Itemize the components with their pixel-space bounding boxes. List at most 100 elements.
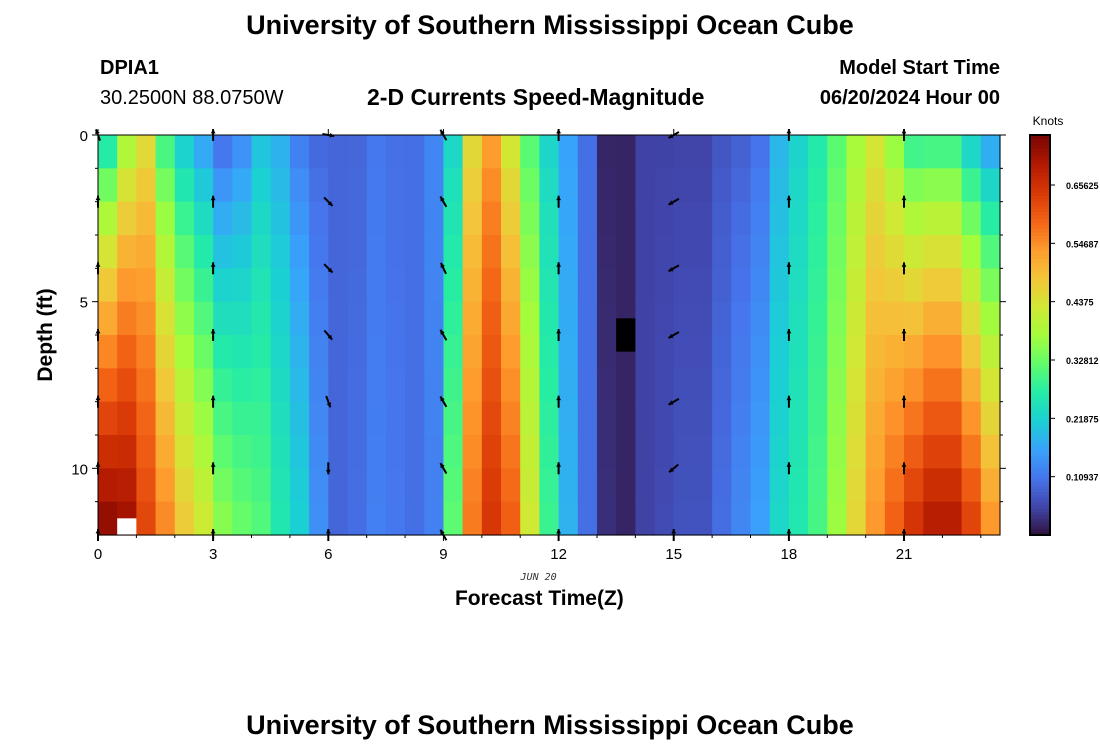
heatmap-cell [232, 435, 253, 469]
colorbar-segment [1030, 475, 1050, 479]
heatmap-cell [347, 501, 368, 536]
heatmap-cell [462, 335, 483, 369]
heatmap-cell [270, 268, 291, 303]
current-vector [668, 397, 680, 406]
colorbar-segment [1030, 138, 1050, 143]
heatmap-cell [846, 401, 867, 436]
heatmap-cell [328, 368, 349, 403]
heatmap-cell [808, 435, 828, 469]
heatmap-cell [596, 435, 617, 469]
colorbar-segment [1030, 511, 1050, 516]
heatmap-cell [424, 468, 445, 503]
colorbar-segment [1030, 198, 1050, 203]
heatmap-cell [174, 268, 195, 303]
heatmap-cell [136, 401, 157, 436]
heatmap-cell [347, 168, 368, 203]
heatmap-cells [98, 135, 1001, 536]
vector-head [786, 195, 792, 201]
current-vector [556, 329, 561, 341]
colorbar-segment [1030, 325, 1050, 329]
heatmap-cell [788, 468, 809, 503]
heatmap-cell [673, 335, 694, 369]
heatmap-cell [827, 435, 848, 469]
heatmap-cell [769, 301, 790, 336]
heatmap-cell [923, 335, 944, 369]
heatmap-cell [462, 135, 483, 169]
heatmap-cell [731, 368, 752, 403]
colorbar-segment [1030, 415, 1050, 419]
heatmap-cell [865, 401, 886, 436]
colorbar-segment [1030, 155, 1050, 159]
heatmap-cell [596, 135, 617, 169]
current-vector [439, 462, 448, 474]
heatmap-cell [923, 235, 944, 269]
heatmap-cell [923, 468, 944, 503]
heatmap-cell [980, 235, 1001, 269]
heatmap-cell [750, 301, 771, 336]
current-vector [668, 197, 680, 206]
heatmap-cell [213, 435, 233, 469]
heatmap-cell [558, 435, 579, 469]
vector-head [556, 195, 561, 201]
heatmap-cell [98, 501, 118, 536]
colorbar-segment [1030, 508, 1050, 513]
heatmap-cell [328, 401, 349, 436]
missing-cell [616, 318, 636, 352]
colorbar-segment [1030, 251, 1050, 256]
heatmap-cell [405, 401, 425, 436]
heatmap-cell [846, 168, 867, 203]
heatmap-cell [539, 435, 560, 469]
heatmap-cell [289, 435, 310, 469]
heatmap-cell [462, 268, 483, 303]
heatmap-cell [462, 368, 483, 403]
colorbar-segment [1030, 398, 1050, 403]
colorbar-segment [1030, 468, 1050, 473]
colorbar-segment [1030, 435, 1050, 439]
heatmap-cell [251, 168, 272, 203]
heatmap-cell [270, 368, 291, 403]
colorbar-tick-label: 0.65625 [1066, 181, 1099, 191]
heatmap-cell [385, 368, 406, 403]
colorbar-segment [1030, 175, 1050, 179]
heatmap-cell [366, 335, 387, 369]
colorbar-segment [1030, 178, 1050, 183]
heatmap-cell [808, 468, 828, 503]
heatmap-cell [289, 301, 310, 336]
current-vector [901, 395, 907, 408]
heatmap-cell [961, 168, 982, 203]
heatmap-cell [405, 201, 425, 236]
colorbar-segment [1030, 365, 1050, 369]
heatmap-cell [328, 468, 349, 503]
heatmap-cell [865, 501, 886, 536]
colorbar-segment [1030, 305, 1050, 309]
heatmap-cell [136, 301, 157, 336]
heatmap-cell [136, 368, 157, 403]
heatmap-cell [788, 268, 809, 303]
heatmap-cell [884, 235, 905, 269]
heatmap-cell [750, 168, 771, 203]
colorbar-segment [1030, 315, 1050, 319]
heatmap-cell [750, 268, 771, 303]
heatmap-cell [808, 135, 828, 169]
heatmap-cell [788, 501, 809, 536]
colorbar-segment [1030, 465, 1050, 469]
heatmap-cell [193, 368, 214, 403]
current-vector [556, 195, 561, 208]
heatmap-cell [481, 268, 502, 303]
heatmap-cell [270, 201, 291, 236]
colorbar-segment [1030, 248, 1050, 253]
heatmap-cell [616, 235, 636, 269]
heatmap-cell [904, 401, 924, 436]
heatmap-cell [827, 501, 848, 536]
heatmap-cell [98, 435, 118, 469]
colorbar-segment [1030, 211, 1050, 216]
heatmap-cell [827, 468, 848, 503]
heatmap-cell [347, 435, 368, 469]
heatmap-cell [942, 135, 963, 169]
colorbar-segment [1030, 265, 1050, 269]
heatmap-cell [462, 435, 483, 469]
heatmap-cell [769, 468, 790, 503]
heatmap-cell [98, 401, 118, 436]
heatmap-cell [443, 335, 464, 369]
heatmap-cell [923, 301, 944, 336]
